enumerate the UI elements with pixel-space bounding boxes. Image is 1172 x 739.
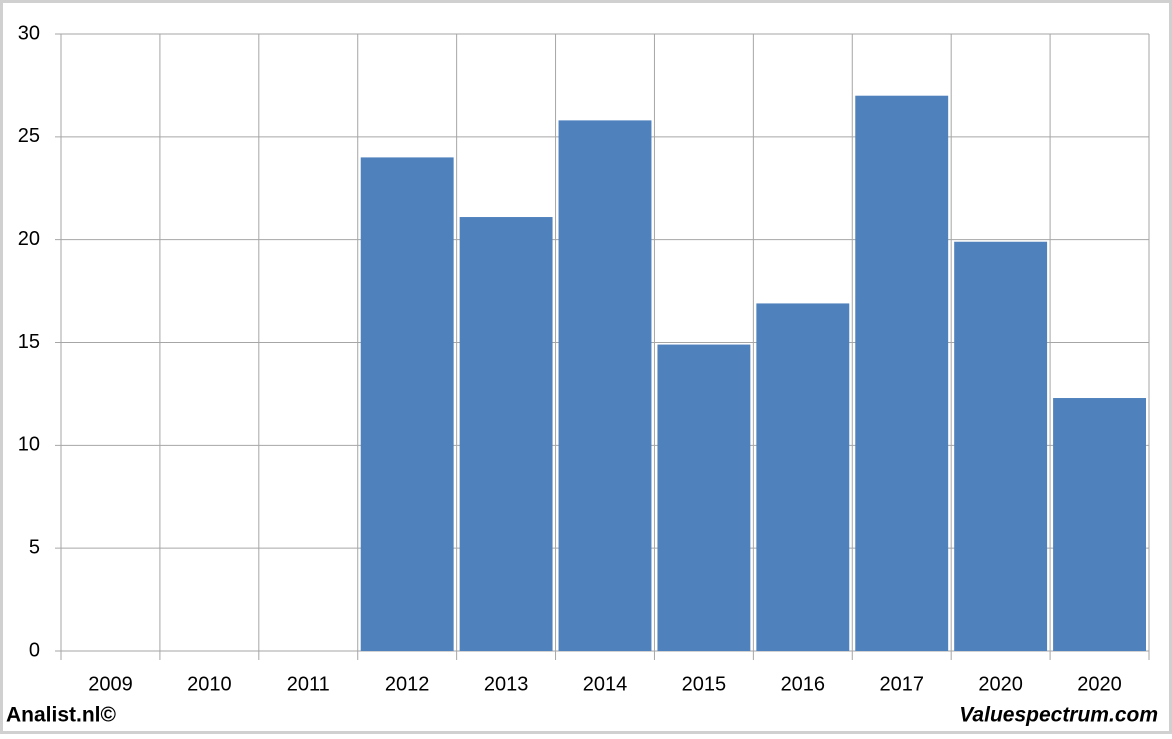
x-tick-label: 2020 bbox=[1077, 673, 1122, 695]
bar bbox=[756, 303, 850, 651]
y-tick-label: 5 bbox=[29, 536, 40, 558]
x-tick-label: 2011 bbox=[287, 673, 330, 695]
x-tick-label: 2017 bbox=[879, 673, 924, 695]
bar bbox=[954, 241, 1048, 651]
bar bbox=[657, 344, 751, 651]
bar bbox=[360, 157, 454, 651]
x-tick-label: 2013 bbox=[484, 673, 529, 695]
y-tick-label: 30 bbox=[18, 22, 40, 44]
footer-right: Valuespectrum.com bbox=[959, 704, 1158, 727]
x-tick-label: 2015 bbox=[682, 673, 727, 695]
x-tick-label: 2014 bbox=[583, 673, 628, 695]
x-tick-label: 2020 bbox=[978, 673, 1023, 695]
bar bbox=[459, 217, 553, 651]
bar bbox=[1053, 398, 1146, 651]
y-tick-label: 0 bbox=[29, 639, 40, 661]
footer-left: Analist.nl© bbox=[6, 704, 117, 727]
bar bbox=[855, 95, 949, 651]
bar bbox=[558, 120, 652, 651]
x-tick-label: 2010 bbox=[187, 673, 232, 695]
y-tick-label: 20 bbox=[18, 228, 40, 250]
x-tick-label: 2012 bbox=[385, 673, 430, 695]
y-tick-label: 10 bbox=[18, 434, 40, 456]
x-tick-label: 2016 bbox=[781, 673, 826, 695]
y-tick-label: 15 bbox=[18, 331, 40, 353]
y-tick-label: 25 bbox=[18, 125, 40, 147]
x-tick-label: 2009 bbox=[88, 673, 133, 695]
